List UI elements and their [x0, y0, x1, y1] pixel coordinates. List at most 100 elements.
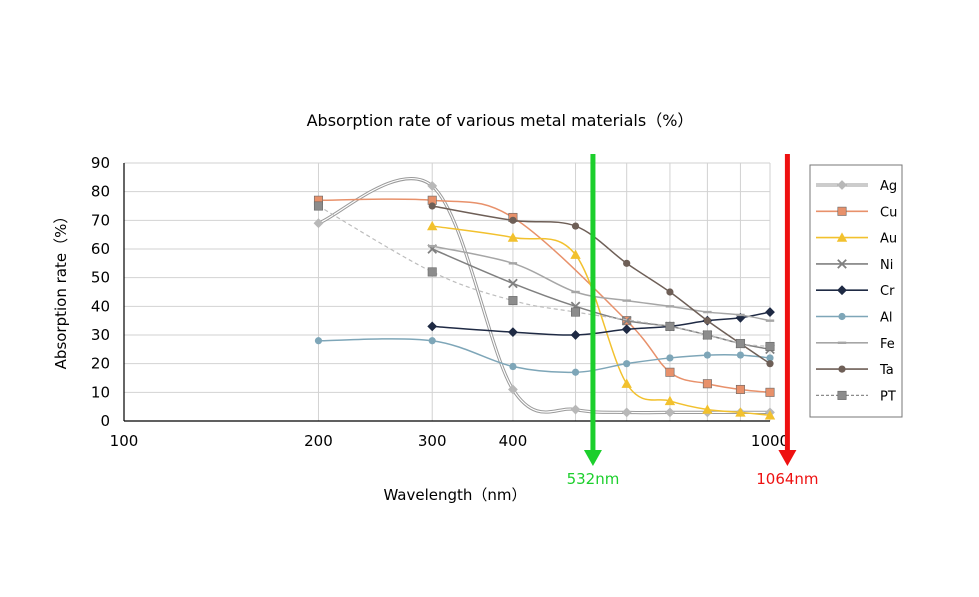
series-line	[318, 205, 771, 348]
annotation-arrow-head	[778, 450, 797, 466]
data-point	[665, 367, 675, 377]
annotation-532nm: 532nm	[567, 154, 620, 488]
data-point	[313, 218, 324, 229]
series-Al	[314, 337, 774, 376]
data-point	[702, 330, 712, 340]
legend-marker	[837, 180, 847, 190]
data-point	[509, 362, 517, 371]
annotation-arrow-head	[583, 450, 602, 466]
data-point	[735, 384, 745, 394]
annotation-arrow-shaft	[784, 154, 790, 451]
data-point	[703, 310, 712, 314]
data-point	[427, 321, 438, 332]
chart-title: Absorption rate of various metal materia…	[307, 111, 694, 130]
data-point	[736, 313, 745, 317]
data-point	[314, 337, 323, 345]
legend-marker	[836, 232, 848, 242]
legend-item-Al: Al	[816, 311, 893, 326]
data-point	[666, 354, 674, 362]
data-point	[665, 407, 675, 418]
data-point	[666, 288, 674, 296]
legend-label: Al	[880, 311, 893, 326]
data-point	[622, 299, 631, 302]
series-Au	[427, 220, 776, 420]
y-tick-label: 60	[91, 240, 110, 258]
data-point	[508, 296, 518, 306]
x-tick-label: 1000	[751, 432, 789, 450]
data-point	[509, 216, 517, 224]
annotation-1064nm: 1064nm	[756, 154, 819, 488]
x-tick-label: 300	[418, 432, 447, 450]
legend-label: Au	[880, 232, 897, 247]
x-tick-label: 200	[304, 432, 333, 450]
legend: Ag Cu Au Ni Cr Al Fe Ta PT	[809, 164, 903, 418]
legend-item-Ta: Ta	[816, 363, 894, 378]
x-axis-label: Wavelength（nm）	[383, 486, 526, 504]
legend-marker	[837, 390, 847, 400]
annotation-arrow-shaft	[590, 154, 596, 451]
data-point	[702, 379, 712, 389]
data-point	[623, 360, 631, 368]
data-point	[621, 407, 632, 418]
data-point	[765, 319, 775, 322]
data-point	[428, 244, 437, 248]
legend-marker	[838, 365, 846, 373]
legend-marker	[837, 206, 847, 216]
legend-item-Cu: Cu	[816, 205, 897, 220]
data-point	[765, 387, 775, 397]
data-point	[570, 249, 581, 259]
annotations: 532nm 1064nm	[567, 154, 819, 488]
y-tick-label: 0	[100, 412, 110, 430]
data-point	[735, 407, 746, 417]
data-point	[508, 262, 518, 265]
data-point	[508, 327, 518, 338]
data-point	[766, 354, 774, 362]
legend-label: Fe	[880, 337, 895, 352]
series-Cu	[313, 195, 775, 397]
x-tick-label: 400	[499, 432, 528, 450]
legend-item-Au: Au	[816, 232, 897, 247]
data-point	[664, 395, 676, 406]
y-tick-label: 20	[91, 355, 110, 373]
y-tick-label: 90	[91, 154, 110, 172]
data-point	[735, 339, 745, 349]
legend-item-Ni: Ni	[816, 258, 893, 273]
y-tick-label: 50	[91, 269, 110, 287]
legend-label: Ta	[879, 363, 894, 378]
data-point	[427, 267, 437, 277]
annotation-label: 532nm	[567, 470, 620, 488]
legend-item-Cr: Cr	[816, 284, 895, 299]
data-point	[571, 307, 581, 317]
legend-item-Fe: Fe	[816, 337, 895, 352]
data-point	[621, 324, 632, 335]
data-point	[507, 232, 519, 242]
data-point	[702, 404, 713, 414]
data-point	[766, 360, 774, 368]
y-tick-label: 70	[91, 211, 110, 229]
data-point	[665, 305, 675, 308]
series-line	[432, 205, 771, 365]
legend-marker	[838, 312, 846, 321]
data-point	[428, 337, 436, 345]
legend-label: Cr	[880, 284, 895, 299]
data-point	[703, 317, 711, 325]
data-point	[571, 290, 580, 294]
data-point	[427, 220, 438, 231]
legend-marker	[837, 285, 847, 296]
data-point	[623, 259, 631, 267]
y-tick-label: 10	[91, 383, 110, 401]
data-point	[765, 307, 775, 317]
legend-label: PT	[880, 389, 896, 404]
series-Fe	[428, 244, 775, 322]
data-point	[765, 341, 775, 351]
axes: 0 10 20 30 40 50 60 70 80 90 100 200 300 400 1000	[91, 154, 789, 450]
series-PT	[313, 201, 775, 351]
legend-label: Ag	[880, 179, 897, 194]
series-Ta	[428, 202, 774, 368]
legend-item-Ag: Ag	[816, 179, 897, 194]
series-line	[431, 248, 771, 351]
data-point	[427, 181, 438, 191]
data-point	[621, 378, 632, 388]
data-point	[571, 368, 580, 376]
